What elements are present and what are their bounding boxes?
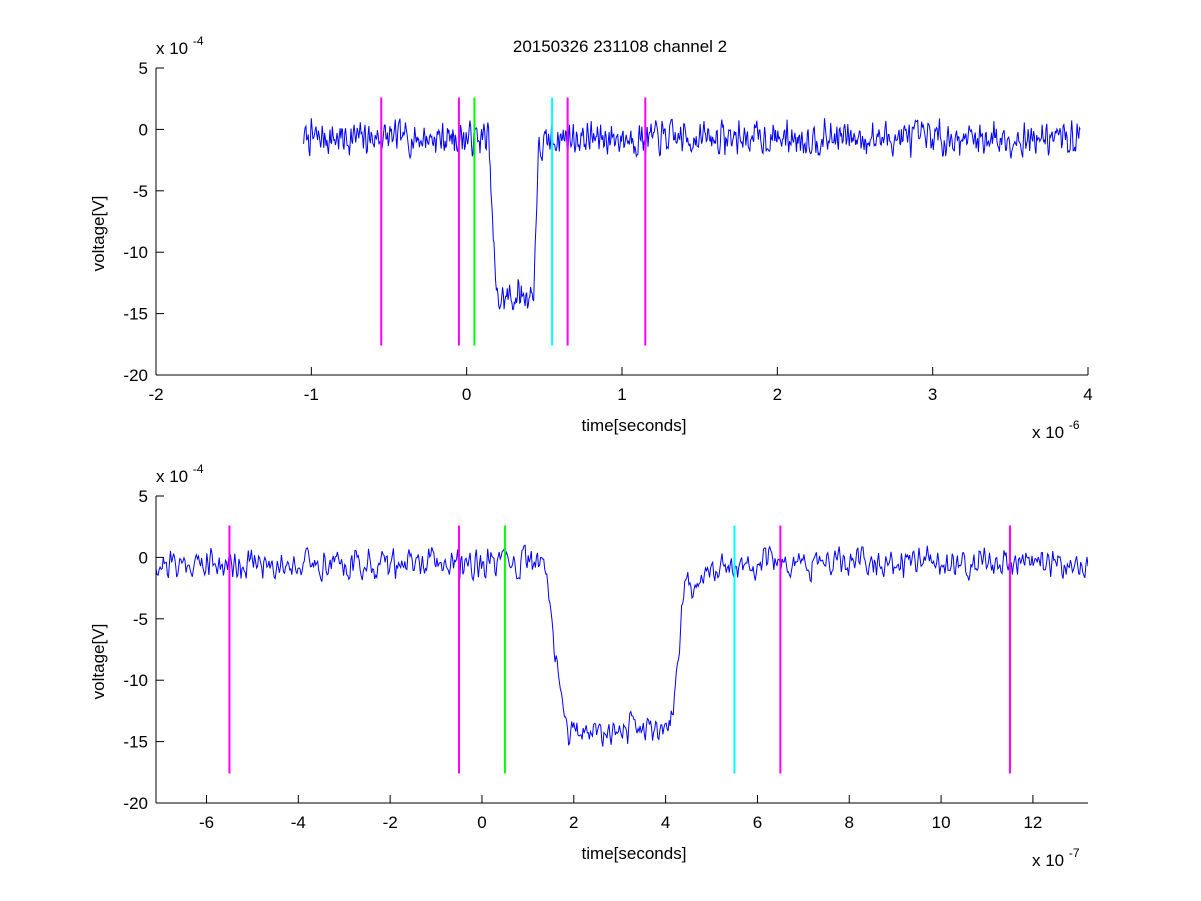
x-tick-label: -2 [148,385,163,404]
x-tick-label: 2 [773,385,782,404]
y-tick-label: 0 [139,548,148,567]
y-tick-label: 5 [139,487,148,506]
x-tick-label: 8 [845,813,854,832]
x-tick-label: 0 [477,813,486,832]
x-exponent-power: -6 [1069,418,1080,432]
x-axis-label: time[seconds] [582,416,687,435]
y-exponent-power: -4 [193,462,204,476]
y-axis-label: voltage[V] [89,624,108,700]
y-axis-label: voltage[V] [89,196,108,272]
y-tick-label: -10 [123,243,148,262]
x-tick-label: 6 [753,813,762,832]
y-tick-label: -20 [123,366,148,385]
y-tick-label: -10 [123,671,148,690]
y-tick-label: -15 [123,305,148,324]
x-tick-label: 0 [462,385,471,404]
x-tick-label: -4 [291,813,306,832]
x-tick-label: -2 [383,813,398,832]
x-tick-label: 4 [661,813,670,832]
x-tick-label: 3 [928,385,937,404]
bottom-plot: -6 -4 -2 0 2 4 6 8 10 12-20-15-10-505time[seconds… [89,462,1088,870]
x-tick-label: -1 [304,385,319,404]
x-axis-label: time[seconds] [582,844,687,863]
x-tick-label: 10 [932,813,951,832]
x-tick-label: 4 [1083,385,1092,404]
y-tick-label: -5 [133,610,148,629]
figure-title: 20150326 231108 channel 2 [513,37,727,56]
y-tick-label: -5 [133,182,148,201]
y-tick-label: -20 [123,794,148,813]
x-tick-label: 12 [1023,813,1042,832]
x-exponent-power: -7 [1069,846,1080,860]
voltage-trace [156,544,1088,747]
x-tick-label: 1 [617,385,626,404]
y-tick-label: 5 [139,59,148,78]
x-tick-label: -6 [199,813,214,832]
y-tick-label: 0 [139,120,148,139]
y-exponent-power: -4 [193,34,204,48]
x-tick-label: 2 [569,813,578,832]
y-tick-label: -15 [123,733,148,752]
voltage-trace [303,118,1081,311]
